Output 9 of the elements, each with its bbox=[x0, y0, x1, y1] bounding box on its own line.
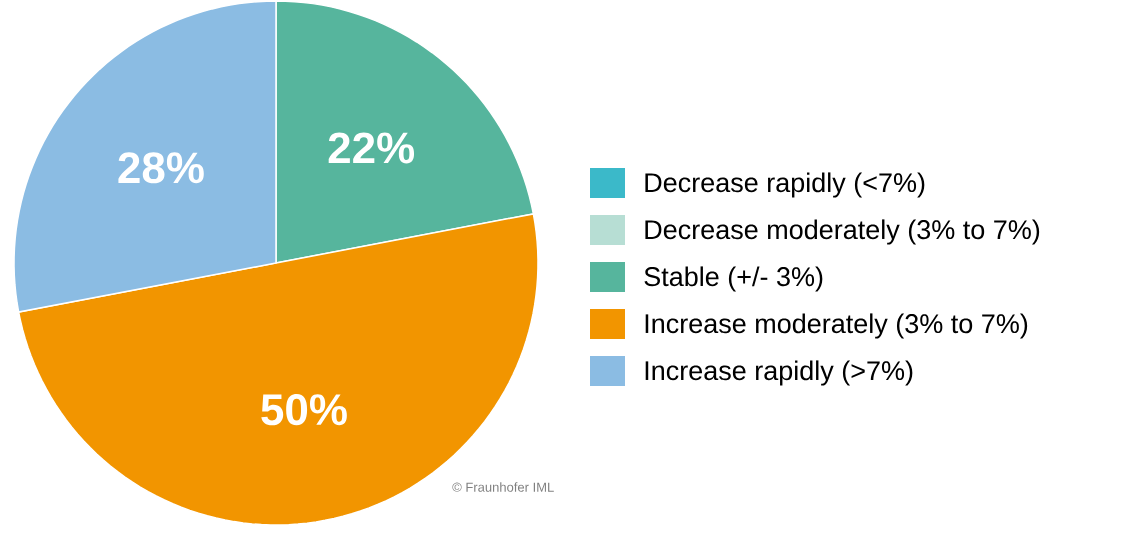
data-label: 50% bbox=[261, 394, 347, 426]
legend-label: Decrease rapidly (<7%) bbox=[645, 172, 925, 198]
data-label: 28% bbox=[118, 152, 204, 184]
legend-label: Increase moderately (3% to 7%) bbox=[645, 313, 1028, 339]
legend-label: Stable (+/- 3%) bbox=[644, 266, 823, 292]
data-label: 22% bbox=[328, 132, 415, 164]
text: © Fraunhofer IML bbox=[452, 482, 554, 492]
legend-label: Increase rapidly (>7%) bbox=[645, 360, 913, 386]
legend-label: Decrease moderately (3% to 7%) bbox=[645, 219, 1040, 245]
